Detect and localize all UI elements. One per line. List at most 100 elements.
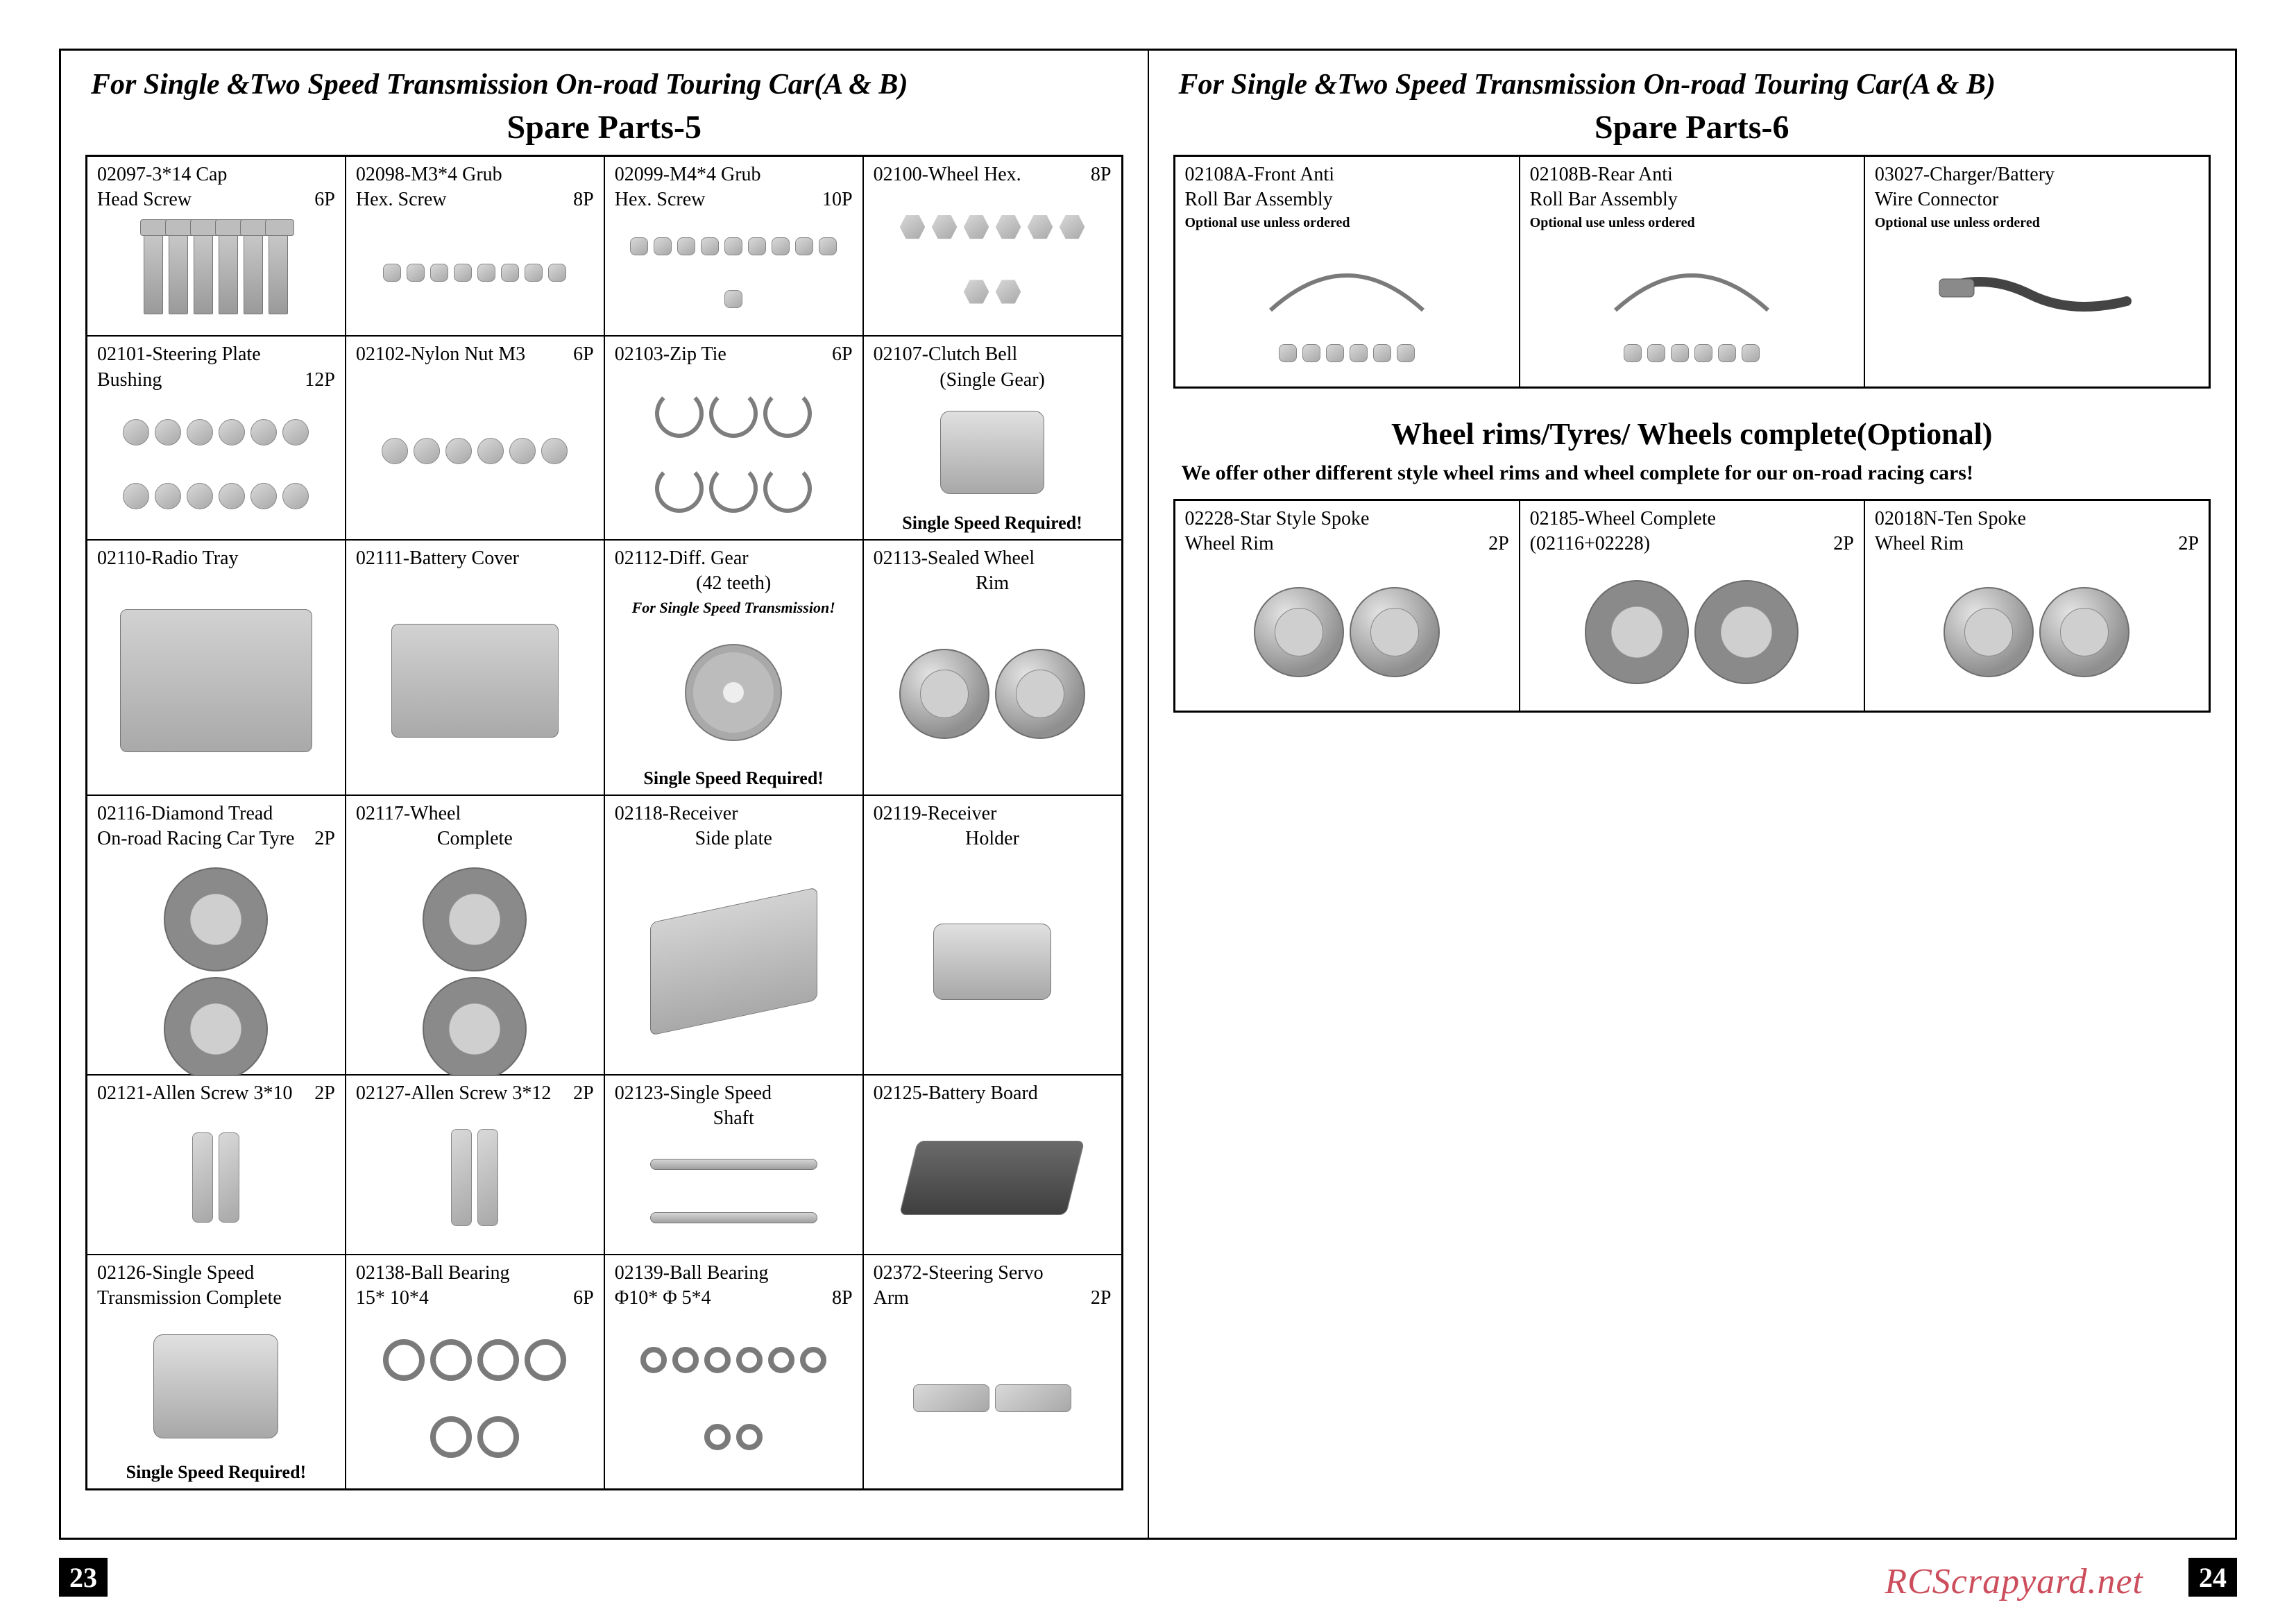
part-name: -Wheel Complete bbox=[1579, 508, 1716, 529]
part-qty: 2P bbox=[1091, 1287, 1112, 1309]
part-name: -M4*4 Grub bbox=[663, 164, 761, 185]
part-illustration bbox=[370, 222, 579, 323]
part-illustration bbox=[887, 402, 1097, 503]
part-cell: 03027-Charger/Battery Wire Connector Opt… bbox=[1864, 156, 2209, 387]
part-name: -Ball Bearing bbox=[405, 1262, 510, 1284]
part-name: -Receiver bbox=[921, 803, 997, 824]
part-name: -Wheel Hex. bbox=[922, 164, 1021, 185]
part-name: -Ten Spoke bbox=[1937, 508, 2026, 529]
part-cell: 02126-Single Speed Transmission Complete… bbox=[87, 1255, 346, 1489]
part-cell: 02125-Battery Board bbox=[863, 1075, 1122, 1255]
part-code: 02103 bbox=[615, 343, 663, 365]
part-note: For Single Speed Transmission! bbox=[615, 599, 853, 617]
part-code: 02139 bbox=[615, 1262, 663, 1284]
part-illustration bbox=[629, 1324, 838, 1473]
part-sub: Transmission Complete bbox=[97, 1287, 282, 1309]
part-illustration bbox=[1205, 244, 1490, 373]
part-illustration bbox=[112, 586, 321, 776]
part-qty: 6P bbox=[832, 343, 853, 366]
part-name: -Battery Board bbox=[922, 1082, 1038, 1104]
part-foot: Single Speed Required! bbox=[97, 1462, 335, 1483]
part-cell: 02139-Ball Bearing Φ10* Φ 5*48P bbox=[604, 1255, 863, 1489]
part-illustration bbox=[1894, 568, 2179, 697]
part-name: -3*14 Cap bbox=[146, 164, 227, 185]
part-code: 02118 bbox=[615, 803, 663, 824]
part-code: 02102 bbox=[356, 343, 405, 365]
part-code: 02228 bbox=[1185, 508, 1234, 529]
part-cell: 02123-Single Speed Shaft bbox=[604, 1075, 863, 1255]
part-sub: Wire Connector bbox=[1875, 189, 1998, 211]
part-sub: Side plate bbox=[695, 828, 772, 850]
part-foot: Single Speed Required! bbox=[615, 768, 853, 789]
section-title-right: Spare Parts-6 bbox=[1173, 108, 2211, 146]
part-qty: 2P bbox=[573, 1082, 594, 1105]
part-sub: Roll Bar Assembly bbox=[1185, 189, 1333, 211]
part-sub: Complete bbox=[437, 828, 513, 850]
part-cell: 02116-Diamond Tread On-road Racing Car T… bbox=[87, 795, 346, 1074]
part-code: 03027 bbox=[1875, 164, 1923, 185]
part-name: -Sealed Wheel bbox=[921, 547, 1035, 569]
part-sub: Holder bbox=[965, 828, 1019, 850]
part-code: 02117 bbox=[356, 803, 404, 824]
part-foot: Single Speed Required! bbox=[874, 513, 1112, 534]
part-cell: 02118-Receiver Side plate bbox=[604, 795, 863, 1074]
part-sub: 15* 10*4 bbox=[356, 1287, 429, 1309]
parts-grid-right-wheels: 02228-Star Style Spoke Wheel Rim2P 02185… bbox=[1173, 499, 2211, 713]
part-illustration bbox=[887, 611, 1097, 778]
part-cell: 02110-Radio Tray bbox=[87, 540, 346, 795]
part-sub: (02116+02228) bbox=[1530, 533, 1650, 555]
part-sub: Arm bbox=[874, 1287, 909, 1309]
part-sub: Head Screw bbox=[97, 189, 192, 211]
part-illustration bbox=[629, 867, 838, 1055]
part-cell: 02112-Diff. Gear (42 teeth) For Single S… bbox=[604, 540, 863, 795]
part-name: -Receiver bbox=[663, 803, 738, 824]
part-code: 02111 bbox=[356, 547, 403, 569]
part-sub: Wheel Rim bbox=[1185, 533, 1274, 555]
part-illustration bbox=[370, 379, 579, 524]
part-qty: 2P bbox=[1833, 533, 1854, 555]
part-note: Optional use unless ordered bbox=[1875, 215, 2199, 231]
part-code: 02107 bbox=[874, 343, 922, 365]
part-name: -Diamond Tread bbox=[145, 803, 273, 824]
part-name: -Wheel bbox=[404, 803, 461, 824]
part-illustration bbox=[1894, 244, 2179, 373]
part-sub: (Single Gear) bbox=[939, 369, 1045, 391]
part-code: 02099 bbox=[615, 164, 663, 185]
part-illustration bbox=[629, 629, 838, 757]
part-cell: 02185-Wheel Complete (02116+02228)2P bbox=[1520, 500, 1864, 711]
part-sub: Shaft bbox=[713, 1107, 754, 1130]
part-code: 02113 bbox=[874, 547, 921, 569]
page-right: For Single &Two Speed Transmission On-ro… bbox=[1149, 51, 2236, 1538]
part-code: 02110 bbox=[97, 547, 145, 569]
page-header-left: For Single &Two Speed Transmission On-ro… bbox=[85, 68, 1123, 101]
part-illustration bbox=[1549, 568, 1835, 697]
part-name: -Diff. Gear bbox=[663, 547, 749, 569]
part-illustration bbox=[112, 867, 321, 1055]
part-cell: 02099-M4*4 Grub Hex. Screw 10P bbox=[604, 156, 863, 336]
part-code: 02018N bbox=[1875, 508, 1937, 529]
part-sub: Hex. Screw bbox=[615, 189, 706, 211]
part-cell: 02098-M3*4 Grub Hex. Screw8P bbox=[346, 156, 604, 336]
part-code: 02121 bbox=[97, 1082, 146, 1104]
part-code: 02112 bbox=[615, 547, 663, 569]
part-cell: 02102-Nylon Nut M36P bbox=[346, 336, 604, 539]
part-code: 02127 bbox=[356, 1082, 405, 1104]
part-cell: 02111-Battery Cover bbox=[346, 540, 604, 795]
part-sub: Rim bbox=[976, 572, 1009, 595]
part-illustration bbox=[887, 197, 1097, 321]
page-header-right: For Single &Two Speed Transmission On-ro… bbox=[1173, 68, 2211, 101]
part-illustration bbox=[112, 222, 321, 323]
part-code: 02101 bbox=[97, 343, 146, 365]
part-cell: 02113-Sealed Wheel Rim bbox=[863, 540, 1122, 795]
part-code: 02098 bbox=[356, 164, 405, 185]
part-cell: 02018N-Ten Spoke Wheel Rim2P bbox=[1864, 500, 2209, 711]
part-illustration bbox=[887, 1324, 1097, 1473]
part-cell: 02097-3*14 Cap Head Screw6P bbox=[87, 156, 346, 336]
part-cell: 02119-Receiver Holder bbox=[863, 795, 1122, 1074]
part-qty: 12P bbox=[305, 369, 335, 391]
part-cell: 02121-Allen Screw 3*102P bbox=[87, 1075, 346, 1255]
part-qty: 6P bbox=[573, 1287, 594, 1309]
part-cell: 02117-Wheel Complete bbox=[346, 795, 604, 1074]
part-qty: 10P bbox=[822, 189, 853, 211]
part-sub: (42 teeth) bbox=[696, 572, 771, 595]
